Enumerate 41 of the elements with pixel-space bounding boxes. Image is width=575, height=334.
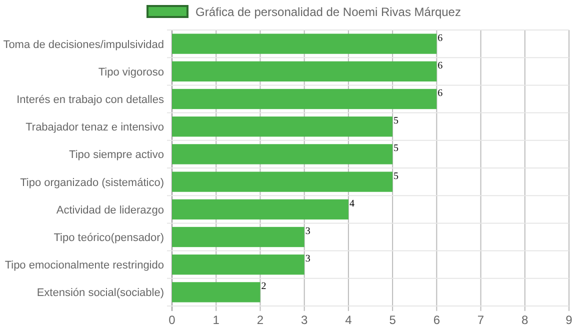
data-label: 3 (305, 254, 310, 265)
y-tick-label: Toma de decisiones/impulsividad (3, 38, 164, 51)
y-tick-label: Tipo emocionalmente restringido (4, 260, 164, 272)
y-tick-label: Interés en trabajo con detalles (16, 94, 164, 106)
y-tick-label: Tipo organizado (sistemático) (20, 176, 164, 189)
data-label: 2 (261, 281, 266, 292)
y-tick-label: Tipo teórico(pensador) (54, 232, 164, 244)
data-label: 6 (438, 60, 443, 72)
x-tick-label: 2 (256, 313, 264, 327)
bar (172, 172, 393, 192)
y-tick-label: Actividad de liderazgo (56, 204, 164, 216)
y-tick-label: Extensión social(sociable) (36, 287, 164, 300)
bar (172, 116, 393, 137)
y-tick-label: Trabajador tenaz e intensivo (26, 122, 164, 134)
data-label: 4 (349, 198, 354, 210)
data-label: 5 (394, 170, 399, 182)
bar (172, 199, 348, 220)
data-label: 6 (438, 88, 443, 99)
legend-label: Gráfica de personalidad de Noemi Rivas Márquez (196, 5, 461, 19)
bar (172, 88, 437, 110)
bar (172, 226, 304, 248)
bar (172, 144, 393, 164)
x-tick-label: 8 (522, 313, 529, 327)
bar (172, 34, 437, 54)
bar (172, 254, 304, 275)
data-label: 5 (394, 116, 399, 127)
x-tick-label: 4 (345, 313, 352, 327)
data-label: 3 (305, 226, 310, 237)
y-tick-label: Tipo siempre activo (69, 149, 164, 162)
x-tick-label: 0 (168, 313, 176, 327)
bar (172, 282, 260, 302)
x-tick-label: 9 (566, 313, 573, 327)
x-tick-label: 1 (212, 313, 220, 327)
x-tick-label: 5 (389, 313, 396, 327)
x-tick-label: 7 (477, 313, 484, 327)
x-tick-label: 3 (300, 313, 308, 327)
x-tick-label: 6 (433, 313, 440, 327)
data-label: 5 (394, 143, 399, 154)
bar (172, 61, 437, 82)
y-tick-label: Tipo vigoroso (98, 66, 164, 78)
data-label: 6 (438, 32, 443, 44)
